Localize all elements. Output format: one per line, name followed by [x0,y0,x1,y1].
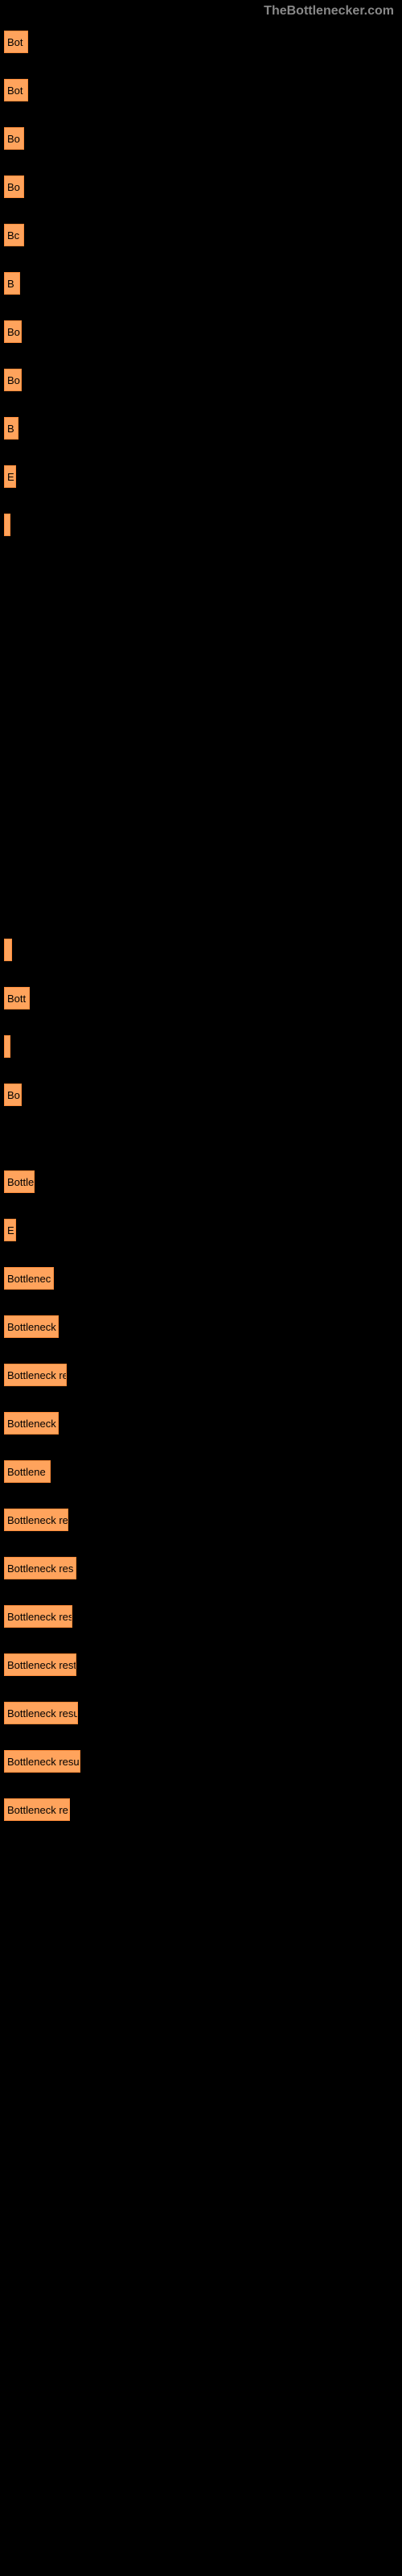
bar-row: Bottleneck re [4,1509,398,1531]
bar: B [4,272,20,295]
bar-label: Bottleneck res [7,1611,72,1623]
bar-row: Bc [4,224,398,246]
bar: B [4,417,18,440]
bar-label: Bottleneck [7,1418,56,1430]
bar: Bottlene [4,1460,51,1483]
bar-label: E [7,471,14,483]
bar-row: Bottle [4,1170,398,1193]
bar-label: Bottleneck resu [7,1756,80,1768]
bar: Bottleneck res [4,1557,76,1579]
bar-label: Bottleneck re [7,1514,68,1526]
bar-row: Bo [4,320,398,343]
bar-label: Bc [7,229,19,242]
bar-row: Bo [4,175,398,198]
bar: Bottleneck re [4,1509,68,1531]
bar-label: Bo [7,326,20,338]
bar-row: Bottleneck [4,1315,398,1338]
bar: Bott [4,987,30,1009]
bar-label: Bottleneck re [7,1804,68,1816]
bar-row [4,939,398,961]
bar-label: Bottleneck resu [7,1707,78,1719]
bar-row: B [4,417,398,440]
bar-label: B [7,278,14,290]
bar-row: E [4,1219,398,1241]
bar-row: Bo [4,127,398,150]
bar-chart: Bot Bot Bo Bo Bc B Bo Bo B E Bott Bo Bottle E Bottlene… [0,23,402,1829]
bar: E [4,1219,16,1241]
bar-label: Bo [7,1089,20,1101]
bar: Bot [4,31,28,53]
bar [4,939,12,961]
bar: Bottleneck [4,1315,59,1338]
bar-label: Bottleneck re [7,1369,67,1381]
bar-row: Bottlenec [4,1267,398,1290]
bar-row: Bottleneck res [4,1605,398,1628]
bar: Bo [4,175,24,198]
bar-label: Bot [7,36,23,48]
bar-row [4,1035,398,1058]
bar-row: Bo [4,1084,398,1106]
bar: Bottlenec [4,1267,54,1290]
bar-label: Bot [7,85,23,97]
bar-row: Bottleneck [4,1412,398,1435]
bar-row: Bot [4,31,398,53]
bar-row: Bo [4,369,398,391]
bar-row: Bottlene [4,1460,398,1483]
bar-label: Bottleneck [7,1321,56,1333]
bar: Bottleneck re [4,1364,67,1386]
bar-label: Bo [7,374,20,386]
bar-label: Bottlenec [7,1273,51,1285]
bar-row: Bot [4,79,398,101]
bar [4,1035,10,1058]
bar: Bottleneck resu [4,1750,80,1773]
bar-row: Bottleneck resu [4,1750,398,1773]
bar: Bottleneck re [4,1798,70,1821]
bar [4,514,10,536]
bar-row [4,514,398,536]
watermark-text: TheBottlenecker.com [264,4,394,18]
bar: Bo [4,320,22,343]
bar-row: Bottleneck re [4,1364,398,1386]
bar-row: E [4,465,398,488]
bar-row: Bottleneck rest [4,1653,398,1676]
bar-label: E [7,1224,14,1236]
bar: Bottleneck resu [4,1702,78,1724]
bar-label: Bott [7,993,26,1005]
bar-label: Bottlene [7,1466,46,1478]
bar: Bot [4,79,28,101]
bar: Bo [4,1084,22,1106]
bar: Bo [4,369,22,391]
bar: Bc [4,224,24,246]
bar-label: Bo [7,181,20,193]
bar-label: Bottleneck rest [7,1659,76,1671]
bar-row: B [4,272,398,295]
bar: Bottleneck [4,1412,59,1435]
bar-row: Bottleneck res [4,1557,398,1579]
header: TheBottlenecker.com [0,0,402,23]
bar: Bottleneck rest [4,1653,76,1676]
bar: E [4,465,16,488]
bar-label: Bottleneck res [7,1563,73,1575]
bar: Bottle [4,1170,35,1193]
bar-row: Bottleneck resu [4,1702,398,1724]
bar: Bottleneck res [4,1605,72,1628]
bar-label: B [7,423,14,435]
bar: Bo [4,127,24,150]
bar-row: Bottleneck re [4,1798,398,1821]
bar-row: Bott [4,987,398,1009]
bar-label: Bottle [7,1176,34,1188]
bar-label: Bo [7,133,20,145]
